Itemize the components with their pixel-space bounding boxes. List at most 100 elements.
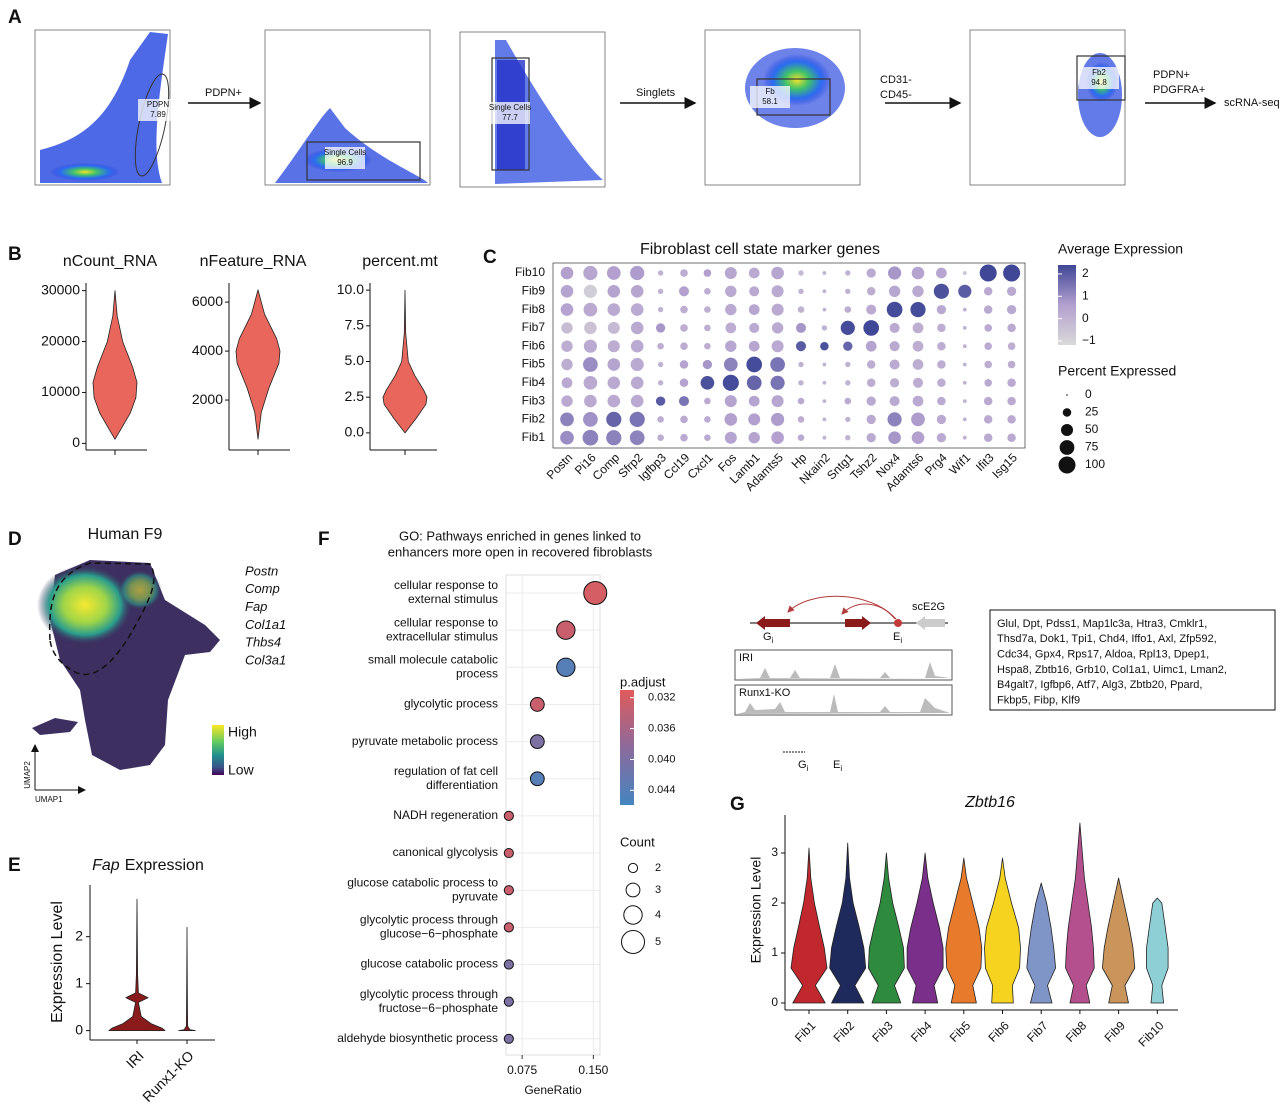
dot [771, 431, 784, 445]
dot [749, 322, 760, 333]
dot [722, 374, 739, 391]
dot [771, 395, 784, 408]
dot [962, 271, 967, 275]
dot [606, 430, 622, 446]
dot [560, 284, 574, 298]
axis-label: Expression Level [748, 857, 764, 964]
gene-label: Igfbp3 [635, 450, 669, 484]
gene-label-letter: G [798, 759, 807, 771]
dot [866, 287, 876, 296]
y-tick-label: 2 [771, 895, 778, 909]
dot [560, 430, 574, 445]
dot [797, 397, 805, 405]
dot [679, 360, 689, 369]
dot [866, 396, 876, 406]
dot [503, 922, 514, 933]
y-tick-label: 0.0 [345, 424, 365, 440]
dot [911, 412, 925, 427]
color-tick-label: 0.040 [648, 753, 676, 765]
dot [844, 397, 852, 405]
dot [843, 341, 853, 351]
dot [560, 412, 574, 427]
y-tick-label: 1 [771, 945, 778, 959]
dot [657, 342, 664, 350]
gate-label-bg [325, 147, 365, 169]
dot [910, 301, 926, 318]
legend-dot [1060, 423, 1074, 437]
dot [657, 288, 664, 294]
legend-dot [1058, 456, 1076, 474]
dot [630, 376, 644, 390]
axis-label: GeneRatio [524, 1083, 582, 1097]
plot-frame [552, 262, 1026, 449]
dot [630, 284, 644, 298]
dot [771, 266, 784, 280]
dot [629, 411, 645, 428]
axis-label: Expression Level [49, 901, 66, 1023]
dot [863, 320, 880, 336]
dot [1003, 264, 1021, 282]
dot [1007, 378, 1016, 388]
dot [984, 342, 993, 351]
dot [655, 323, 666, 333]
dot [933, 283, 950, 299]
gene-name: Col1a1 [245, 617, 286, 632]
track-label: IRI [739, 652, 753, 664]
dot [984, 360, 993, 369]
dot [889, 378, 900, 388]
y-tick-label: 2000 [192, 391, 223, 407]
row-label: Fib2 [522, 412, 546, 426]
dot [748, 304, 760, 315]
dot [704, 416, 711, 423]
legend-dot [625, 882, 641, 898]
dot [529, 771, 545, 787]
chart-title: enhancers more open in recovered fibrobl… [388, 544, 653, 559]
track [734, 649, 953, 681]
gene-name: Fap [245, 599, 267, 614]
y-tick-label: 10.0 [337, 281, 364, 297]
dot [936, 414, 947, 425]
dot [822, 417, 827, 422]
dot [584, 394, 597, 408]
enhancer [894, 619, 902, 627]
dot [606, 266, 621, 280]
term-label: pyruvate metabolic process [352, 734, 498, 748]
gene-box [989, 609, 1276, 711]
violin [382, 289, 428, 434]
row-label: Fib8 [522, 302, 546, 316]
gene-label-letter: G [763, 631, 772, 643]
row-label: Fib4 [522, 375, 546, 389]
gene-name: Postn [245, 563, 278, 578]
enhancer-label-index: i [900, 636, 902, 645]
legend-dot [1059, 440, 1075, 455]
dot [583, 581, 608, 605]
dot [748, 431, 760, 444]
dot [725, 303, 737, 316]
y-tick-label: 6000 [192, 293, 223, 309]
dot [630, 357, 644, 372]
dot [936, 433, 947, 443]
term-label: fructose−6−phosphate [379, 1001, 499, 1015]
color-bar [1058, 265, 1076, 345]
chart-title: Fap Expression [92, 857, 204, 874]
gene-label: Isg15 [989, 450, 1020, 481]
dot [1007, 415, 1016, 424]
panel-label: E [8, 855, 21, 876]
dot [866, 378, 876, 388]
row-label: Fib7 [522, 320, 546, 334]
dot [865, 340, 877, 352]
y-tick-label: 10000 [41, 383, 80, 399]
plot-bg [505, 574, 601, 1056]
gate-name: Fb2 [1092, 68, 1106, 77]
dot [888, 431, 901, 445]
term-label: glycolytic process through [360, 987, 498, 1001]
legend-title: Percent Expressed [1058, 363, 1176, 379]
gating-step: CD45- [880, 89, 912, 101]
dot [561, 340, 573, 352]
dot [607, 321, 620, 334]
dot [583, 284, 597, 298]
dot [607, 376, 621, 390]
dot [889, 322, 900, 333]
gene-label: Ccl19 [661, 450, 693, 482]
gating-step: PDPN+ [1153, 69, 1190, 81]
